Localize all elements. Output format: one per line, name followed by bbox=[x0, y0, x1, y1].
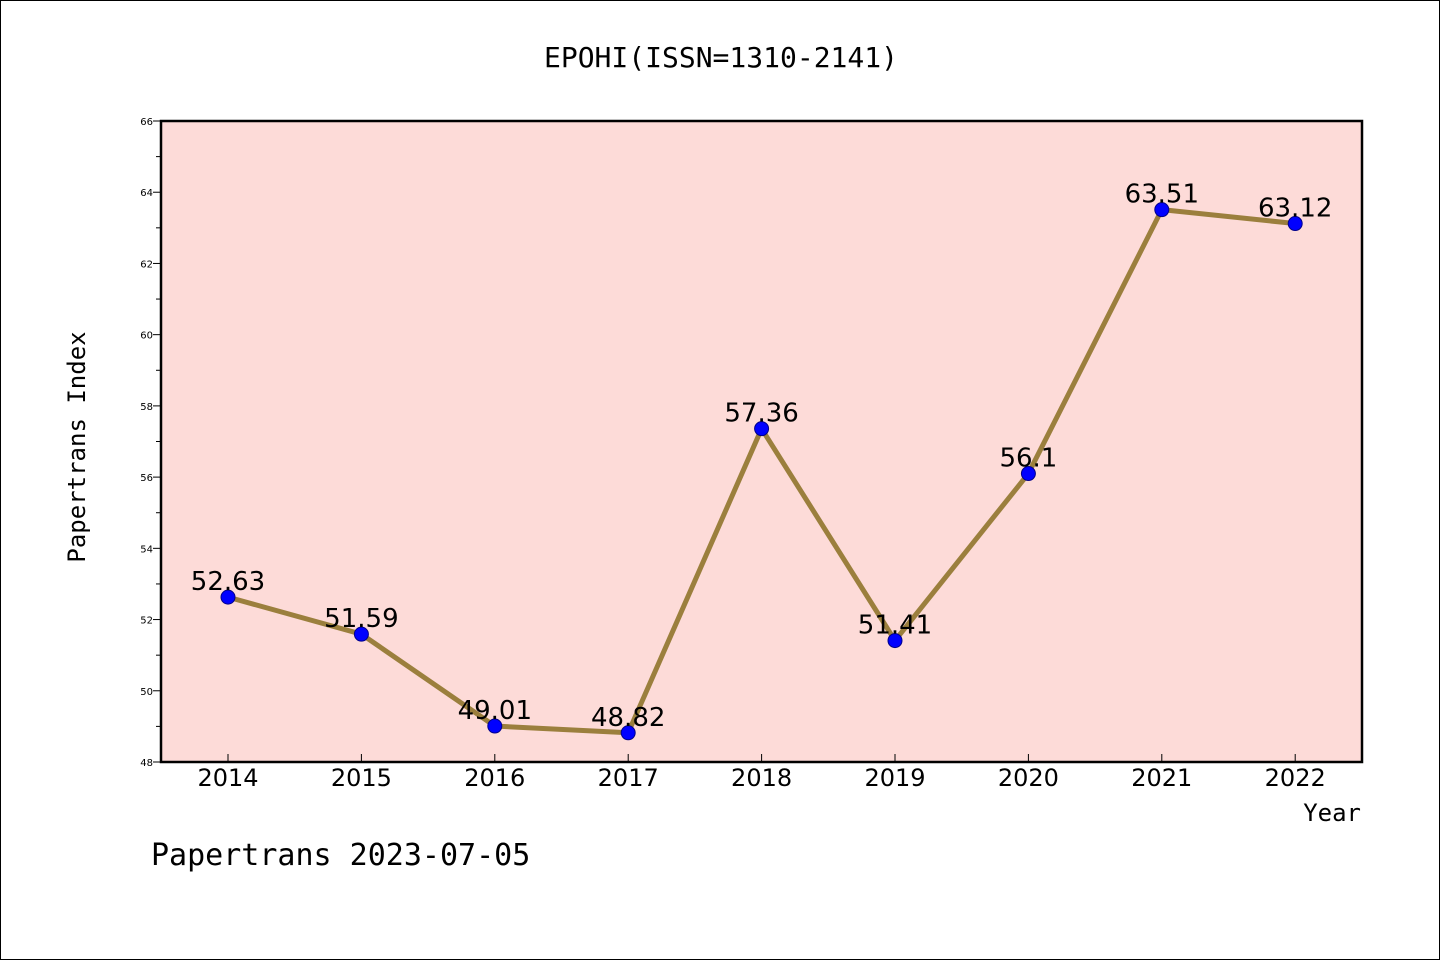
y-tick-label: 58 bbox=[140, 402, 153, 413]
data-label: 52.63 bbox=[191, 567, 265, 597]
x-tick-label: 2015 bbox=[331, 764, 392, 792]
data-point bbox=[1020, 466, 1036, 482]
y-tick-label: 64 bbox=[140, 188, 153, 199]
data-label: 56.1 bbox=[999, 444, 1057, 474]
y-tick-label: 52 bbox=[140, 616, 153, 627]
x-tick-label: 2020 bbox=[998, 764, 1059, 792]
data-labels: 52.63 51.59 49.01 48.82 57.36 51.41 56.1 63.51 6… bbox=[191, 180, 1333, 733]
data-point bbox=[1154, 202, 1170, 218]
y-tick-label: 62 bbox=[140, 259, 153, 270]
y-tick-label: 66 bbox=[140, 117, 153, 128]
chart-title: EPOHI(ISSN=1310-2141) bbox=[544, 41, 898, 74]
x-tick-label: 2017 bbox=[598, 764, 659, 792]
data-label: 51.41 bbox=[858, 611, 932, 641]
x-tick-label: 2019 bbox=[864, 764, 925, 792]
x-tick-label: 2016 bbox=[464, 764, 525, 792]
x-axis-label: Year bbox=[1303, 799, 1361, 827]
plot-area bbox=[159, 119, 1364, 764]
y-axis-label: Papertrans Index bbox=[63, 331, 91, 562]
data-label: 63.12 bbox=[1258, 194, 1332, 224]
data-point bbox=[754, 421, 770, 437]
y-tick-label: 50 bbox=[140, 687, 153, 698]
y-tick-label: 60 bbox=[140, 331, 153, 342]
data-label: 49.01 bbox=[458, 696, 532, 726]
y-tick-label: 56 bbox=[140, 473, 153, 484]
data-label: 57.36 bbox=[724, 399, 798, 429]
data-point bbox=[220, 589, 236, 605]
data-point bbox=[887, 633, 903, 649]
x-tick-label: 2021 bbox=[1131, 764, 1192, 792]
data-point bbox=[1287, 216, 1303, 232]
x-tick-label: 2022 bbox=[1265, 764, 1326, 792]
y-axis: 48 50 52 54 56 58 60 62 64 66 bbox=[140, 117, 161, 769]
y-tick-label: 48 bbox=[140, 758, 153, 769]
y-tick-label: 54 bbox=[140, 544, 153, 555]
data-point bbox=[620, 725, 636, 741]
data-markers bbox=[220, 202, 1303, 741]
data-point bbox=[353, 626, 369, 642]
x-tick-label: 2018 bbox=[731, 764, 792, 792]
data-point bbox=[487, 718, 503, 734]
data-label: 51.59 bbox=[324, 604, 398, 634]
x-axis: 2014 2015 2016 2017 2018 2019 2020 2021 2022 bbox=[197, 754, 1326, 792]
x-tick-label: 2014 bbox=[197, 764, 258, 792]
data-label: 63.51 bbox=[1125, 180, 1199, 210]
footer-text: Papertrans 2023-07-05 bbox=[151, 838, 530, 873]
data-label: 48.82 bbox=[591, 703, 665, 733]
